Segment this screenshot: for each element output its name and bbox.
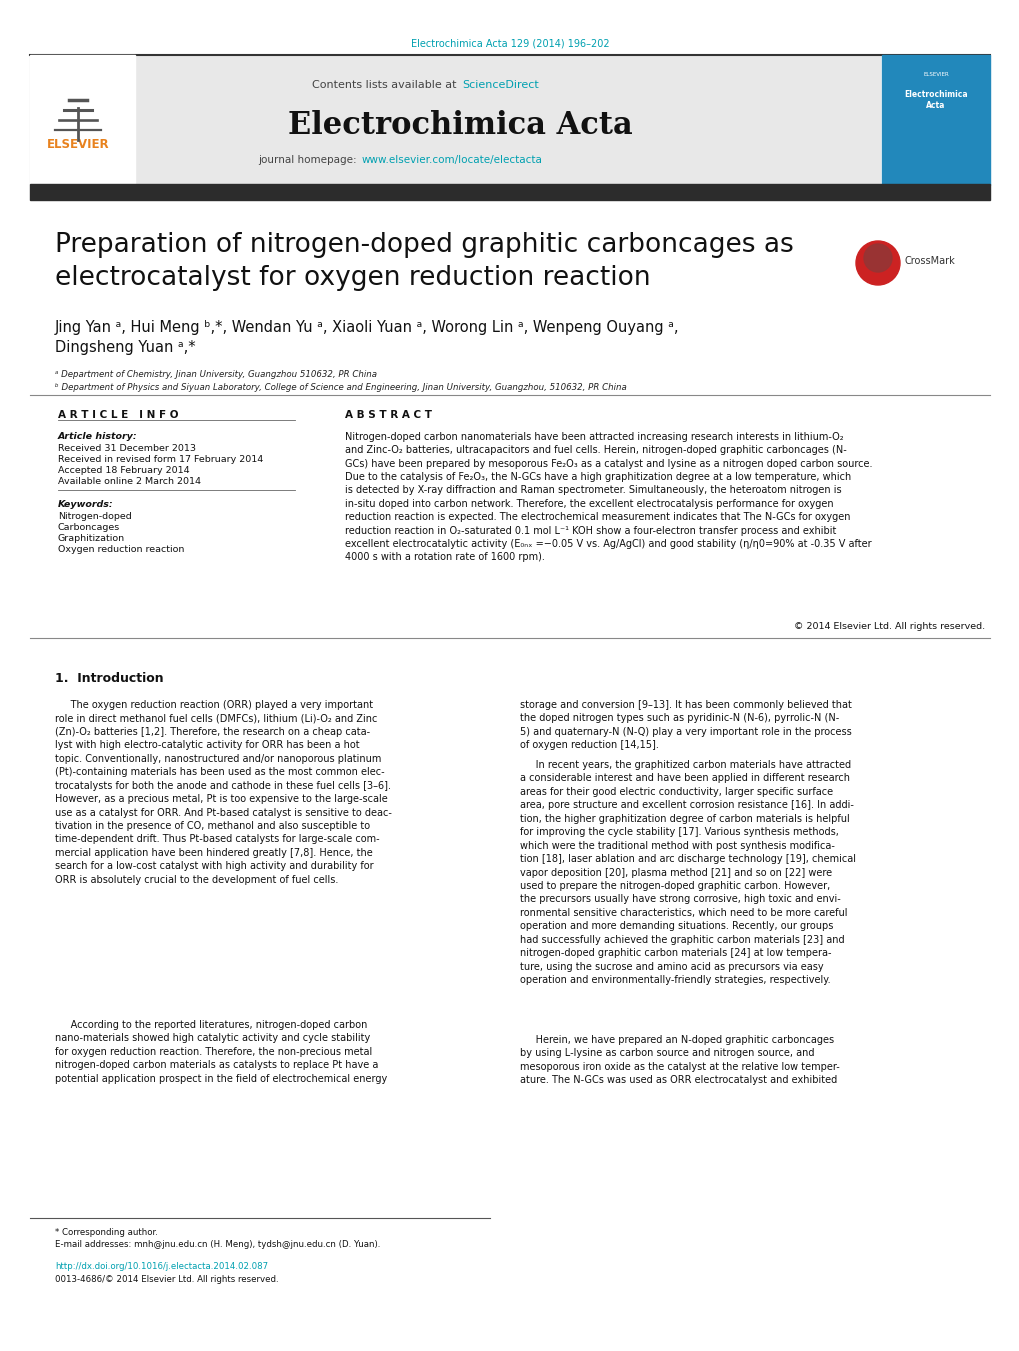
Text: Keywords:: Keywords: xyxy=(58,500,113,509)
Text: ELSEVIER: ELSEVIER xyxy=(922,73,948,77)
Text: Preparation of nitrogen-doped graphitic carboncages as
electrocatalyst for oxyge: Preparation of nitrogen-doped graphitic … xyxy=(55,232,793,290)
Text: Carboncages: Carboncages xyxy=(58,523,120,532)
Text: Oxygen reduction reaction: Oxygen reduction reaction xyxy=(58,544,184,554)
Text: Electrochimica
Acta: Electrochimica Acta xyxy=(903,89,967,111)
Text: © 2014 Elsevier Ltd. All rights reserved.: © 2014 Elsevier Ltd. All rights reserved… xyxy=(793,621,984,631)
Text: E-mail addresses: mnh@jnu.edu.cn (H. Meng), tydsh@jnu.edu.cn (D. Yuan).: E-mail addresses: mnh@jnu.edu.cn (H. Men… xyxy=(55,1240,380,1250)
Bar xyxy=(30,184,989,200)
Text: Graphitization: Graphitization xyxy=(58,534,125,543)
Text: Available online 2 March 2014: Available online 2 March 2014 xyxy=(58,477,201,486)
Text: Electrochimica Acta: Electrochimica Acta xyxy=(287,109,632,141)
Text: Jing Yan ᵃ, Hui Meng ᵇ,*, Wendan Yu ᵃ, Xiaoli Yuan ᵃ, Worong Lin ᵃ, Wenpeng Ouya: Jing Yan ᵃ, Hui Meng ᵇ,*, Wendan Yu ᵃ, X… xyxy=(55,320,679,335)
Text: ᵇ Department of Physics and Siyuan Laboratory, College of Science and Engineerin: ᵇ Department of Physics and Siyuan Labor… xyxy=(55,382,626,392)
Text: The oxygen reduction reaction (ORR) played a very important
role in direct metha: The oxygen reduction reaction (ORR) play… xyxy=(55,700,391,885)
Text: Herein, we have prepared an N-doped graphitic carboncages
by using L-lysine as c: Herein, we have prepared an N-doped grap… xyxy=(520,1035,839,1085)
Text: In recent years, the graphitized carbon materials have attracted
a considerable : In recent years, the graphitized carbon … xyxy=(520,761,855,985)
Text: 1.  Introduction: 1. Introduction xyxy=(55,671,163,685)
Text: ELSEVIER: ELSEVIER xyxy=(47,139,109,151)
Bar xyxy=(881,55,989,185)
Text: ᵃ Department of Chemistry, Jinan University, Guangzhou 510632, PR China: ᵃ Department of Chemistry, Jinan Univers… xyxy=(55,370,377,380)
Text: Contents lists available at: Contents lists available at xyxy=(312,80,460,91)
Text: http://dx.doi.org/10.1016/j.electacta.2014.02.087: http://dx.doi.org/10.1016/j.electacta.20… xyxy=(55,1262,268,1271)
Text: Electrochimica Acta 129 (2014) 196–202: Electrochimica Acta 129 (2014) 196–202 xyxy=(411,38,608,49)
Text: Article history:: Article history: xyxy=(58,432,138,440)
Text: According to the reported literatures, nitrogen-doped carbon
nano-materials show: According to the reported literatures, n… xyxy=(55,1020,387,1084)
Bar xyxy=(30,55,135,185)
Bar xyxy=(30,55,879,185)
Circle shape xyxy=(855,240,899,285)
Text: A R T I C L E   I N F O: A R T I C L E I N F O xyxy=(58,409,178,420)
Text: A B S T R A C T: A B S T R A C T xyxy=(344,409,432,420)
Text: storage and conversion [9–13]. It has been commonly believed that
the doped nitr: storage and conversion [9–13]. It has be… xyxy=(520,700,851,750)
Text: Accepted 18 February 2014: Accepted 18 February 2014 xyxy=(58,466,190,476)
Text: Received 31 December 2013: Received 31 December 2013 xyxy=(58,444,196,453)
Text: journal homepage:: journal homepage: xyxy=(258,155,360,165)
Text: ScienceDirect: ScienceDirect xyxy=(462,80,538,91)
Text: www.elsevier.com/locate/electacta: www.elsevier.com/locate/electacta xyxy=(362,155,542,165)
Text: 0013-4686/© 2014 Elsevier Ltd. All rights reserved.: 0013-4686/© 2014 Elsevier Ltd. All right… xyxy=(55,1275,278,1283)
Text: Dingsheng Yuan ᵃ,*: Dingsheng Yuan ᵃ,* xyxy=(55,340,196,355)
Text: * Corresponding author.: * Corresponding author. xyxy=(55,1228,158,1238)
Text: CrossMark: CrossMark xyxy=(904,255,955,266)
Text: Nitrogen-doped: Nitrogen-doped xyxy=(58,512,131,521)
Text: Nitrogen-doped carbon nanomaterials have been attracted increasing research inte: Nitrogen-doped carbon nanomaterials have… xyxy=(344,432,871,562)
Circle shape xyxy=(863,245,892,272)
Text: Received in revised form 17 February 2014: Received in revised form 17 February 201… xyxy=(58,455,263,463)
